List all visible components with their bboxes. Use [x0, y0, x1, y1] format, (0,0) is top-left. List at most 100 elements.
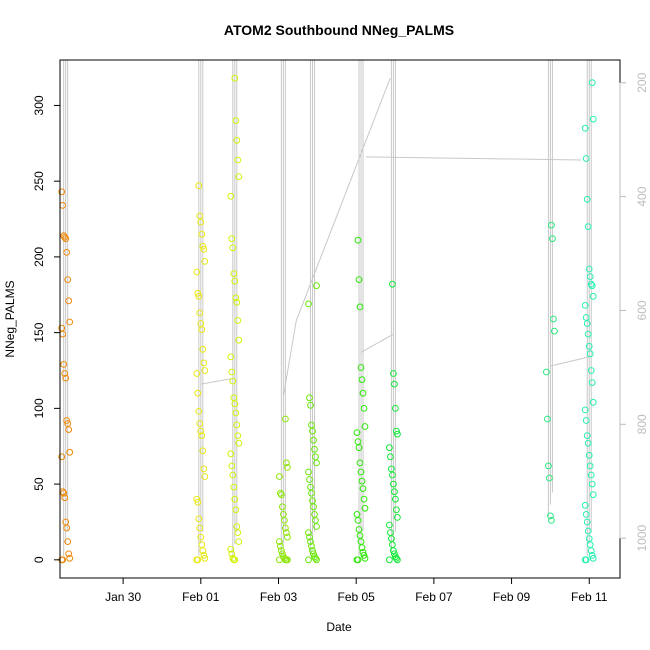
data-point [586, 273, 594, 281]
data-point [233, 298, 241, 306]
data-point [306, 533, 313, 541]
data-point [356, 459, 364, 467]
data-point [361, 423, 369, 430]
data-point [587, 471, 595, 479]
data-point [587, 547, 595, 555]
data-point [394, 430, 401, 438]
data-point [583, 432, 591, 440]
x-tick-label: Feb 03 [260, 590, 298, 604]
data-point [193, 370, 201, 377]
track-segment-line [282, 320, 297, 397]
data-point [62, 235, 70, 243]
data-point [584, 527, 592, 535]
data-point [61, 494, 69, 502]
data-point [194, 389, 202, 397]
data-point [230, 394, 238, 402]
data-point [234, 529, 242, 536]
chart-title: ATOM2 Southbound NNeg_PALMS [224, 22, 454, 38]
data-point [588, 282, 596, 290]
data-point [231, 277, 239, 285]
data-point [548, 221, 555, 229]
data-point [589, 115, 597, 123]
data-point [355, 444, 363, 452]
data-point [386, 521, 393, 529]
data-point [393, 554, 400, 562]
data-point [228, 235, 236, 243]
data-point [360, 551, 368, 559]
data-point [198, 230, 206, 238]
data-point [393, 506, 400, 514]
y-right-tick-label: 1000 [635, 524, 649, 551]
data-point [588, 480, 596, 488]
data-point [583, 518, 591, 526]
data-point [585, 451, 593, 459]
data-point [586, 462, 594, 470]
track-segment-line [200, 377, 235, 385]
data-point [360, 405, 368, 412]
data-point [199, 345, 207, 353]
data-point [582, 155, 590, 162]
data-point [234, 317, 242, 324]
y-axis-right: 200 400 600 800 1000 [619, 72, 649, 552]
data-point [584, 330, 592, 338]
data-point [584, 439, 592, 447]
data-point [195, 515, 203, 523]
data-point [196, 212, 204, 220]
plot-frame [59, 59, 621, 579]
x-tick-label: Jan 30 [105, 590, 141, 604]
data-point [354, 517, 362, 524]
data-point [588, 79, 596, 87]
data-point [387, 529, 394, 536]
x-tick-label: Feb 09 [493, 590, 531, 604]
data-point [546, 474, 553, 482]
data-point [276, 556, 283, 564]
data-point [201, 473, 209, 480]
data-point [234, 156, 242, 164]
data-point [360, 495, 368, 503]
data-point [62, 374, 70, 382]
data-point [284, 533, 291, 541]
data-point [198, 326, 206, 334]
data-point [198, 541, 206, 549]
data-point [193, 268, 201, 276]
data-point [581, 302, 589, 309]
data-points [58, 74, 597, 564]
data-point [197, 533, 205, 541]
data-point [589, 554, 597, 562]
data-point [195, 408, 203, 415]
data-point [233, 421, 241, 429]
data-point [391, 380, 398, 388]
data-point [548, 517, 555, 524]
data-point [361, 554, 369, 562]
data-point [195, 292, 203, 300]
data-point [232, 117, 240, 124]
x-axis: Jan 30 Feb 01 Feb 03 Feb 05 Feb 07 Feb 09 Feb … [105, 578, 608, 604]
data-point [64, 276, 72, 284]
data-point [588, 551, 596, 559]
data-point [308, 421, 315, 429]
data-point [64, 538, 72, 545]
data-point [235, 538, 243, 545]
y-tick-label: 100 [32, 398, 46, 418]
data-point [585, 265, 593, 273]
data-point [232, 294, 240, 302]
data-point [358, 477, 366, 485]
data-point [313, 282, 320, 290]
data-point [310, 436, 317, 444]
data-point [389, 471, 396, 479]
data-point [66, 554, 74, 562]
y-tick-label: 300 [32, 95, 46, 115]
data-point [585, 342, 593, 350]
y-right-tick-label: 600 [635, 300, 649, 320]
data-point [390, 480, 397, 488]
data-point [231, 495, 239, 503]
data-point [390, 370, 397, 377]
data-point [65, 426, 73, 434]
data-point [589, 491, 597, 499]
data-point [353, 429, 361, 437]
data-point [200, 359, 208, 367]
data-point [386, 556, 393, 564]
data-point [232, 409, 240, 417]
data-point [586, 541, 594, 549]
data-point [354, 236, 362, 244]
